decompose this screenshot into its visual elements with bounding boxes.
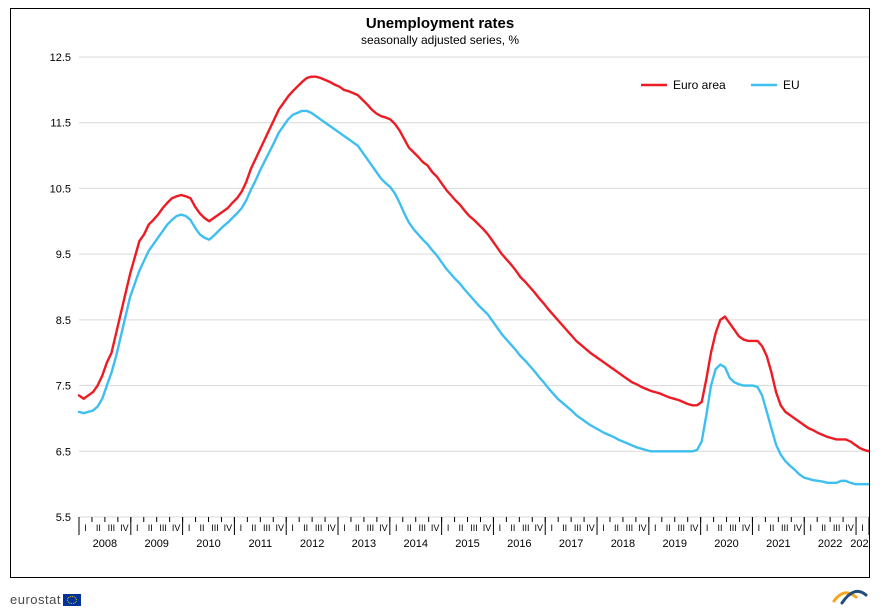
svg-text:5.5: 5.5	[56, 512, 71, 524]
svg-text:9.5: 9.5	[56, 249, 71, 261]
svg-text:2012: 2012	[300, 538, 324, 550]
svg-text:I: I	[447, 523, 450, 533]
svg-text:IV: IV	[224, 523, 233, 533]
svg-text:IV: IV	[742, 523, 751, 533]
eu-flag-icon	[63, 594, 81, 606]
svg-text:IV: IV	[172, 523, 181, 533]
svg-text:III: III	[781, 523, 789, 533]
svg-text:I: I	[861, 523, 864, 533]
svg-text:III: III	[367, 523, 375, 533]
svg-text:II: II	[821, 523, 826, 533]
svg-text:III: III	[263, 523, 271, 533]
corner-swoosh-icon	[832, 583, 868, 605]
svg-text:IV: IV	[845, 523, 854, 533]
svg-text:III: III	[522, 523, 530, 533]
svg-text:Euro area: Euro area	[673, 78, 726, 92]
svg-text:II: II	[666, 523, 671, 533]
svg-text:2021: 2021	[766, 538, 790, 550]
svg-text:2013: 2013	[352, 538, 376, 550]
svg-text:I: I	[84, 523, 87, 533]
svg-text:III: III	[574, 523, 582, 533]
svg-text:2023: 2023	[850, 538, 869, 550]
chart-plot: 5.56.57.58.59.510.511.512.5IIIIIIIVIIIII…	[11, 9, 869, 577]
svg-text:EU: EU	[783, 78, 800, 92]
svg-text:2020: 2020	[714, 538, 738, 550]
svg-text:I: I	[136, 523, 139, 533]
svg-text:II: II	[614, 523, 619, 533]
svg-text:III: III	[626, 523, 634, 533]
svg-text:II: II	[96, 523, 101, 533]
svg-text:IV: IV	[690, 523, 699, 533]
svg-text:I: I	[602, 523, 605, 533]
svg-text:2009: 2009	[144, 538, 168, 550]
svg-text:III: III	[677, 523, 685, 533]
brand-footer: eurostat	[10, 592, 81, 607]
svg-text:III: III	[470, 523, 478, 533]
svg-text:II: II	[303, 523, 308, 533]
svg-text:III: III	[833, 523, 841, 533]
svg-text:2008: 2008	[93, 538, 117, 550]
svg-text:IV: IV	[327, 523, 336, 533]
svg-text:IV: IV	[120, 523, 129, 533]
svg-text:III: III	[315, 523, 323, 533]
svg-text:II: II	[200, 523, 205, 533]
svg-text:IV: IV	[379, 523, 388, 533]
svg-text:I: I	[550, 523, 553, 533]
svg-text:2015: 2015	[455, 538, 479, 550]
svg-text:II: II	[718, 523, 723, 533]
svg-text:I: I	[758, 523, 761, 533]
svg-text:2010: 2010	[196, 538, 220, 550]
svg-text:I: I	[654, 523, 657, 533]
svg-text:I: I	[343, 523, 346, 533]
svg-text:II: II	[562, 523, 567, 533]
svg-text:I: I	[499, 523, 502, 533]
svg-text:II: II	[355, 523, 360, 533]
svg-text:III: III	[108, 523, 116, 533]
svg-text:I: I	[706, 523, 709, 533]
svg-text:IV: IV	[275, 523, 284, 533]
svg-text:11.5: 11.5	[50, 118, 71, 130]
svg-text:8.5: 8.5	[56, 315, 71, 327]
svg-text:I: I	[395, 523, 398, 533]
svg-text:2019: 2019	[662, 538, 686, 550]
svg-text:II: II	[148, 523, 153, 533]
svg-text:IV: IV	[794, 523, 803, 533]
svg-text:I: I	[291, 523, 294, 533]
svg-text:12.5: 12.5	[50, 52, 71, 64]
svg-text:2022: 2022	[818, 538, 842, 550]
svg-text:6.5: 6.5	[56, 446, 71, 458]
svg-text:III: III	[418, 523, 426, 533]
svg-text:IV: IV	[483, 523, 492, 533]
svg-text:2017: 2017	[559, 538, 583, 550]
brand-label: eurostat	[10, 592, 61, 607]
svg-text:III: III	[729, 523, 737, 533]
svg-text:2018: 2018	[611, 538, 635, 550]
svg-text:II: II	[769, 523, 774, 533]
svg-text:10.5: 10.5	[50, 183, 71, 195]
svg-text:2011: 2011	[248, 538, 272, 550]
svg-text:IV: IV	[586, 523, 595, 533]
svg-text:II: II	[459, 523, 464, 533]
svg-text:III: III	[159, 523, 167, 533]
svg-text:I: I	[240, 523, 243, 533]
svg-text:IV: IV	[638, 523, 647, 533]
svg-text:IV: IV	[431, 523, 440, 533]
svg-text:IV: IV	[534, 523, 543, 533]
svg-text:7.5: 7.5	[56, 381, 71, 393]
svg-text:II: II	[251, 523, 256, 533]
svg-text:2014: 2014	[403, 538, 427, 550]
svg-text:II: II	[407, 523, 412, 533]
svg-text:I: I	[809, 523, 812, 533]
chart-frame: Unemployment rates seasonally adjusted s…	[10, 8, 870, 578]
svg-text:II: II	[510, 523, 515, 533]
svg-text:III: III	[211, 523, 219, 533]
svg-text:2016: 2016	[507, 538, 531, 550]
svg-text:I: I	[188, 523, 191, 533]
